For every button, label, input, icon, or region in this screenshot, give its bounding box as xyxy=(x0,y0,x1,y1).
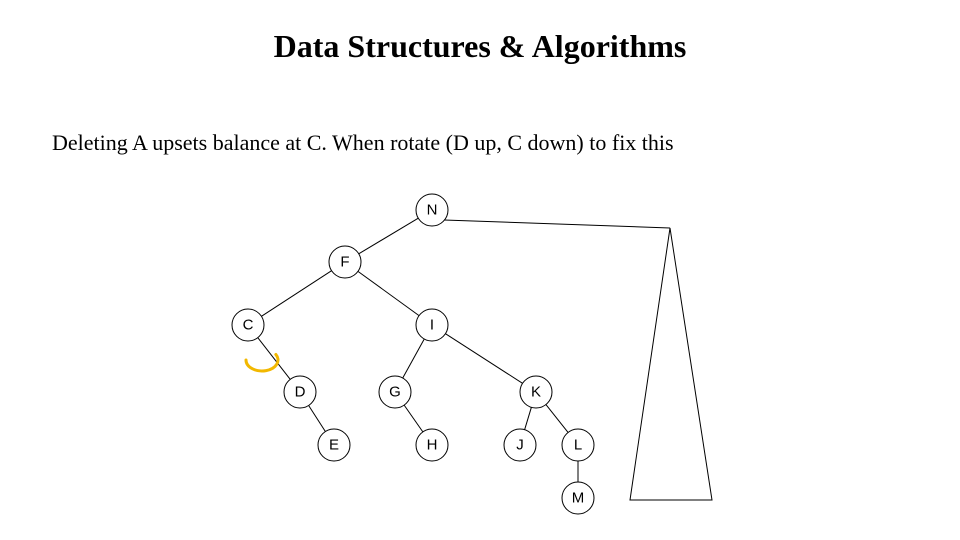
edge-K-J xyxy=(525,407,532,429)
edge-N-F xyxy=(359,218,419,254)
edge-N-subtree xyxy=(444,220,670,228)
edge-G-H xyxy=(404,405,423,432)
node-label-C: C xyxy=(243,317,254,334)
node-C: C xyxy=(232,309,264,341)
node-label-M: M xyxy=(572,490,585,507)
edge-D-E xyxy=(309,405,326,431)
node-label-G: G xyxy=(389,384,401,401)
node-label-D: D xyxy=(295,384,306,401)
edge-F-C xyxy=(261,271,331,317)
node-D: D xyxy=(284,376,316,408)
node-label-L: L xyxy=(574,437,582,454)
node-L: L xyxy=(562,429,594,461)
subtree-triangle xyxy=(630,228,712,500)
edge-I-K xyxy=(445,334,522,384)
node-label-K: K xyxy=(531,384,541,401)
node-label-E: E xyxy=(329,437,339,454)
node-F: F xyxy=(329,246,361,278)
node-J: J xyxy=(504,429,536,461)
tree-diagram: N F C I D G K E H J L M xyxy=(0,0,960,540)
node-label-I: I xyxy=(430,317,434,334)
node-label-H: H xyxy=(427,437,438,454)
node-E: E xyxy=(318,429,350,461)
node-label-F: F xyxy=(340,254,349,271)
node-H: H xyxy=(416,429,448,461)
node-label-J: J xyxy=(516,437,524,454)
node-label-N: N xyxy=(427,202,438,219)
node-K: K xyxy=(520,376,552,408)
edge-K-L xyxy=(546,405,568,433)
node-G: G xyxy=(379,376,411,408)
node-I: I xyxy=(416,309,448,341)
edge-I-G xyxy=(403,339,425,378)
edge-C-D xyxy=(258,338,290,380)
node-N: N xyxy=(416,194,448,226)
edge-F-I xyxy=(358,271,419,315)
node-M: M xyxy=(562,482,594,514)
